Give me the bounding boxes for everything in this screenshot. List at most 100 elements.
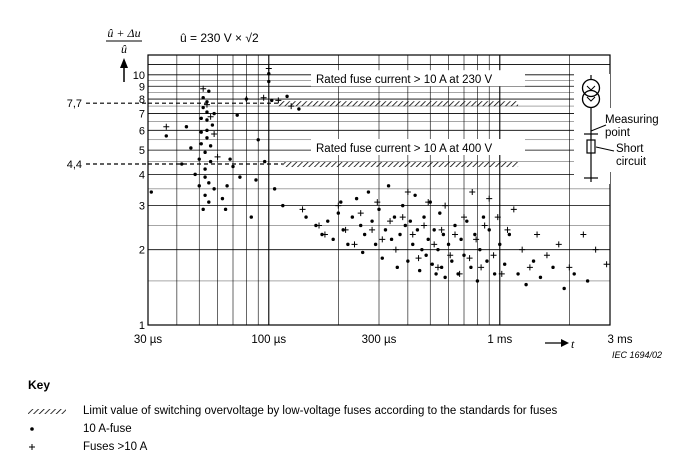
limit-line-value-label: 4,4 [67,159,82,171]
data-point-plus [498,270,505,277]
data-point-plus [434,264,441,271]
data-point-dot [199,142,203,146]
data-point-dot [360,250,365,255]
transformer-icon [581,78,601,98]
x-tick-label: 30 µs [134,334,163,346]
data-point-plus [404,189,411,196]
data-point-dot [359,223,363,228]
data-point-dot [201,105,205,110]
key-title: Key [28,378,51,392]
data-point-dot [370,219,374,223]
data-point-dot [436,247,440,252]
data-point-plus [494,214,501,221]
short-circuit-label-2: circuit [616,156,647,168]
data-point-dot [406,259,410,263]
data-point-dot [481,215,486,219]
data-point-dot [262,159,267,164]
data-point-plus [357,210,364,217]
data-point-plus [592,246,599,253]
key-item-limit-label: Limit value of switching overvoltage by … [83,405,558,417]
data-point-dot [366,190,371,194]
data-point-plus [473,236,480,243]
data-point-dot [201,96,205,100]
data-point-plus [425,199,432,206]
data-point-dot [446,242,451,247]
limit-line-text-bg [311,70,525,87]
key-item-10a-label: 10 A-fuse [83,423,132,435]
data-point-dot [475,279,480,283]
data-point-dot [438,211,442,215]
data-point-dot [225,184,229,188]
data-point-dot [417,268,422,273]
data-point-plus [207,113,214,120]
data-point-dot [572,272,576,276]
data-point-dot [205,128,209,133]
data-point-plus [243,96,250,103]
data-point-plus [543,252,550,259]
data-point-dot [551,265,555,270]
data-point-plus [481,222,488,229]
data-point-dot [453,223,457,228]
data-point-dot [562,286,566,291]
data-point-dot [420,247,424,252]
data-point-plus [447,252,454,259]
data-point-dot [199,130,203,134]
data-point-plus [603,261,610,268]
data-point-plus [421,222,428,229]
data-point-plus [260,94,267,101]
data-point-plus [387,218,394,225]
key-item-gt10a: Fuses >10 A [28,438,668,456]
data-point-dot [469,265,473,270]
short-circuit-label-1: Short [616,143,644,155]
data-point-dot [362,232,367,237]
data-point-plus [214,153,221,160]
data-point-dot [524,282,528,287]
data-point-dot [430,262,434,266]
data-point-dot [223,207,228,212]
y-axis-arrow [120,58,128,82]
y-tick-label: 4 [139,169,145,181]
data-point-dot [434,272,438,276]
data-point-dot [473,232,477,237]
data-point-plus [369,226,376,233]
data-point-plus [379,236,386,243]
data-point-dot [432,228,436,232]
data-point-plus [519,246,526,253]
data-point-plus [321,231,328,238]
data-point-dot [350,215,355,219]
data-point-dot [413,193,417,197]
data-point-dot [220,196,225,201]
formula-label: û = 230 V × √2 [180,31,259,45]
data-point-plus [461,214,468,221]
y-axis-label-numerator: û + Δu [107,26,140,40]
data-point-dot [439,265,444,270]
data-point-dot [422,215,426,219]
data-point-plus [392,246,399,253]
data-point-plus [534,231,541,238]
y-tick-label: 6 [139,125,145,137]
data-point-dot [180,162,184,166]
data-point-dot [228,157,232,161]
data-point-dot [424,253,428,257]
y-tick-label: 10 [133,70,145,82]
data-point-dot [401,203,405,208]
data-point-dot [203,150,207,155]
data-point-dot [212,111,216,116]
x-tick-labels: 30 µs 100 µs 300 µs 1 ms 3 ms [134,334,633,346]
data-point-dot [516,272,520,276]
data-point-dot [386,184,391,188]
data-point-dot [208,144,213,148]
data-point-dot [231,164,235,169]
data-point-dot [203,167,207,171]
data-point-dot [267,72,271,76]
data-point-dot [199,116,203,121]
data-point-plus [211,130,218,137]
data-point-dot [207,181,211,185]
limit-line-value-label: 7,7 [67,98,82,110]
data-point-dot [201,207,205,212]
data-point-plus [374,199,381,206]
key-item-gt10a-label: Fuses >10 A [83,441,148,453]
data-point-dot [193,172,197,177]
data-point-plus [486,195,493,202]
